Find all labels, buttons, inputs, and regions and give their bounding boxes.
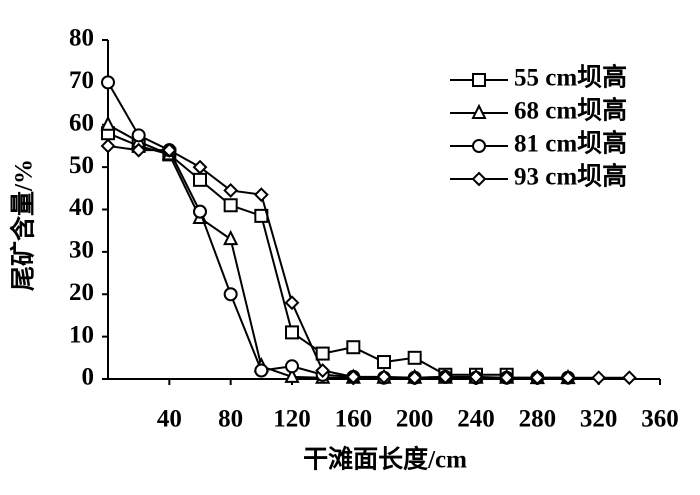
marker [100, 115, 116, 131]
marker [131, 128, 146, 143]
legend-marker [472, 73, 486, 87]
marker [591, 370, 607, 386]
legend-marker [471, 171, 487, 187]
legend-marker [472, 139, 486, 153]
legend-marker [471, 103, 487, 119]
marker [161, 142, 177, 158]
legend-label: 55 cm坝高 [514, 63, 627, 92]
y-tick-label: 10 [69, 321, 94, 348]
x-tick-label: 360 [641, 406, 679, 433]
marker [468, 369, 484, 385]
marker [315, 346, 330, 361]
marker [131, 142, 147, 158]
y-axis-label: 尾矿含量/% [9, 159, 38, 291]
marker [377, 355, 391, 370]
marker [223, 287, 238, 302]
legend-label: 68 cm坝高 [514, 96, 627, 125]
x-tick-label: 320 [580, 406, 618, 433]
marker [223, 229, 239, 246]
y-tick-label: 0 [82, 364, 95, 391]
x-axis-label: 干滩面长度/cm [303, 445, 467, 474]
marker [100, 138, 116, 154]
marker [315, 363, 331, 378]
marker [407, 350, 422, 365]
y-tick-label: 50 [69, 152, 94, 179]
marker [254, 363, 269, 378]
marker [621, 370, 637, 386]
legend-label: 93 cm坝高 [514, 162, 627, 191]
marker [560, 370, 576, 386]
marker [437, 369, 453, 385]
x-tick-label: 240 [457, 406, 495, 433]
marker [101, 75, 115, 90]
marker [285, 359, 299, 374]
x-tick-label: 200 [396, 406, 434, 433]
y-tick-label: 20 [69, 279, 94, 306]
marker [192, 159, 208, 175]
marker [223, 198, 238, 213]
marker [284, 367, 300, 383]
series-line [107, 123, 568, 380]
legend-label: 81 cm坝高 [514, 129, 627, 158]
marker [376, 369, 392, 385]
marker [223, 183, 239, 198]
y-tick-label: 60 [69, 109, 94, 136]
x-tick-label: 160 [335, 406, 373, 433]
marker [284, 295, 300, 311]
marker [345, 369, 361, 385]
marker [193, 204, 207, 219]
marker [407, 370, 423, 386]
x-tick-label: 80 [218, 406, 243, 433]
marker [193, 172, 207, 187]
x-tick-label: 280 [519, 406, 557, 433]
marker [529, 370, 545, 386]
x-tick-label: 40 [157, 406, 182, 433]
y-tick-label: 80 [69, 25, 94, 52]
marker [253, 187, 269, 203]
marker [285, 325, 299, 340]
series-line [107, 81, 568, 379]
y-tick-label: 70 [69, 67, 94, 94]
marker [499, 370, 515, 386]
x-tick-label: 120 [273, 406, 311, 433]
y-tick-label: 30 [69, 237, 94, 264]
marker [346, 340, 361, 355]
y-tick-label: 40 [69, 194, 94, 221]
